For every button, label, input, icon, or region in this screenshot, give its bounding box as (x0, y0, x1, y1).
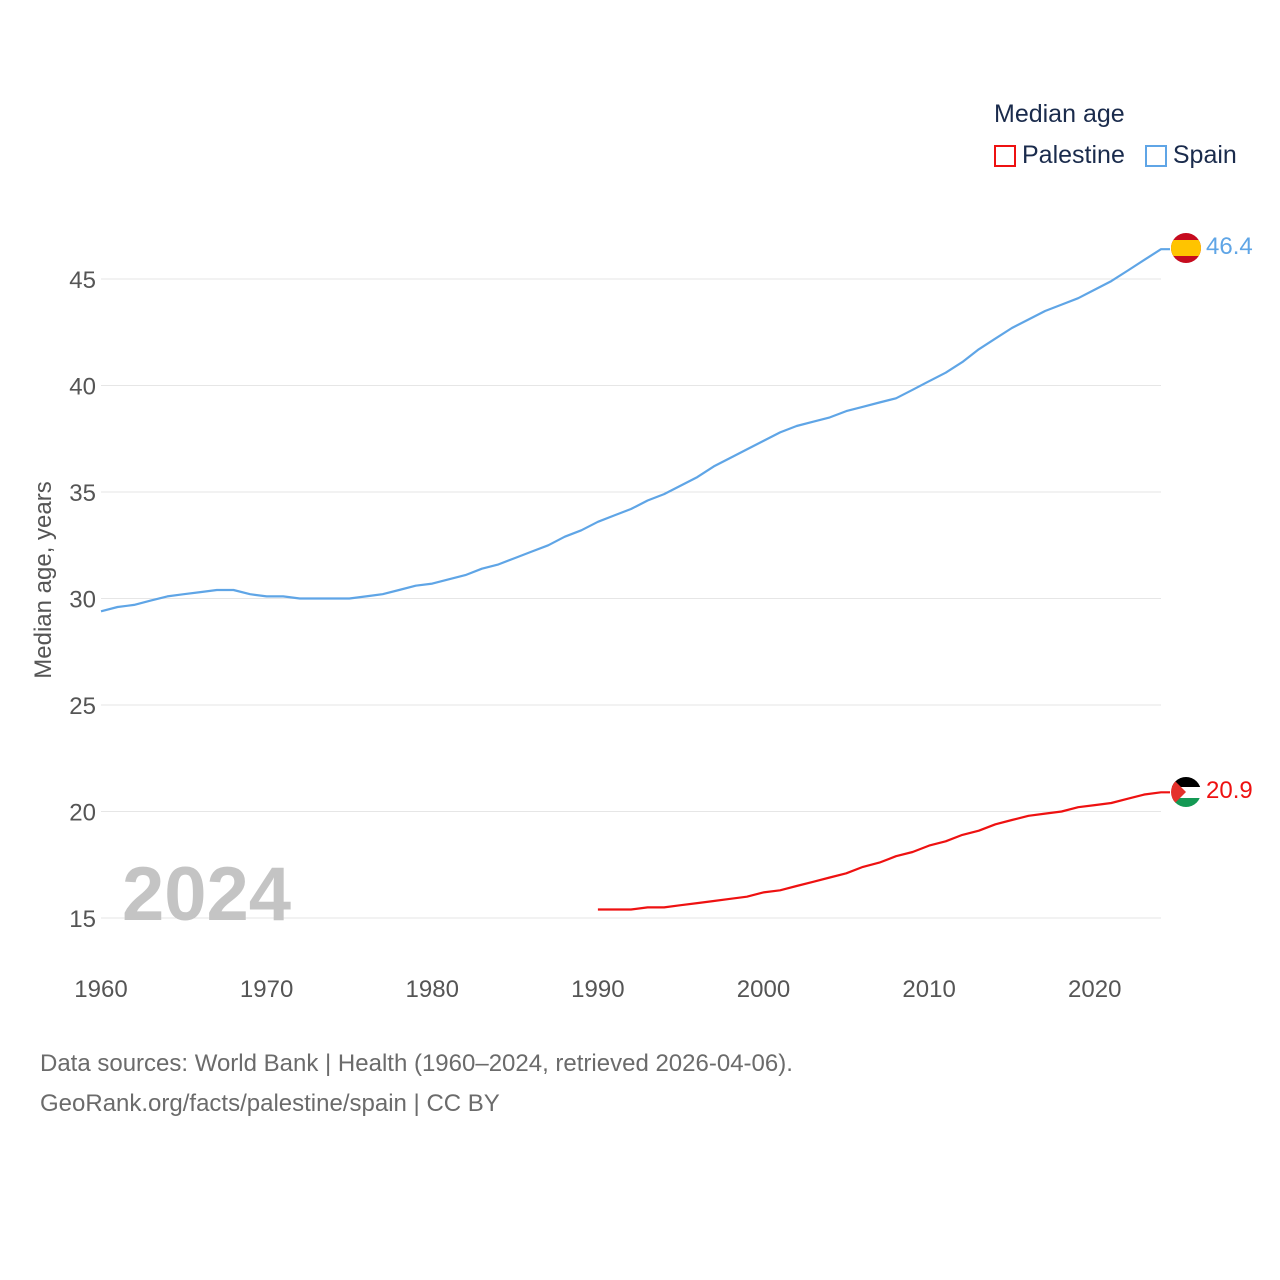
year-watermark: 2024 (122, 852, 291, 937)
spain-flag-icon (1171, 233, 1201, 263)
legend: Median age Palestine Spain (994, 100, 1237, 170)
y-tick-label: 20 (69, 800, 96, 827)
x-tick-label: 2010 (902, 976, 955, 1003)
y-axis-ticks: 15 20 25 30 35 40 45 (69, 267, 96, 933)
palestine-end-value: 20.9 (1206, 777, 1253, 804)
series-line-palestine (597, 791, 1170, 911)
x-tick-label: 1970 (240, 976, 293, 1003)
y-tick-label: 35 (69, 480, 96, 507)
series-line-spain (100, 248, 1170, 613)
y-tick-label: 30 (69, 587, 96, 614)
palestine-flag-icon (1171, 777, 1201, 807)
data-sources-text: Data sources: World Bank | Health (1960–… (40, 1050, 793, 1077)
series-lines (100, 248, 1170, 911)
y-tick-label: 40 (69, 374, 96, 401)
legend-item-spain[interactable]: Spain (1144, 141, 1237, 170)
x-axis-ticks: 1960 1970 1980 1990 2000 2010 2020 (74, 976, 1121, 1003)
y-tick-label: 45 (69, 267, 96, 294)
y-tick-label: 15 (69, 906, 96, 933)
legend-title: Median age (994, 100, 1125, 128)
legend-label-palestine: Palestine (1022, 141, 1125, 169)
x-tick-label: 1980 (406, 976, 459, 1003)
x-tick-label: 1990 (571, 976, 624, 1003)
footer: Data sources: World Bank | Health (1960–… (40, 1044, 793, 1124)
legend-item-palestine[interactable]: Palestine (994, 141, 1125, 170)
x-tick-label: 1960 (74, 976, 127, 1003)
source-url-text: GeoRank.org/facts/palestine/spain | CC B… (40, 1090, 500, 1117)
palestine-swatch (994, 144, 1016, 167)
y-tick-label: 25 (69, 693, 96, 720)
spain-end-value: 46.4 (1206, 233, 1253, 260)
gridlines (101, 278, 1161, 919)
legend-label-spain: Spain (1172, 141, 1237, 169)
spain-swatch (1144, 144, 1167, 167)
y-axis-label: Median age, years (30, 481, 57, 678)
x-tick-label: 2000 (737, 976, 790, 1003)
x-tick-label: 2020 (1068, 976, 1121, 1003)
